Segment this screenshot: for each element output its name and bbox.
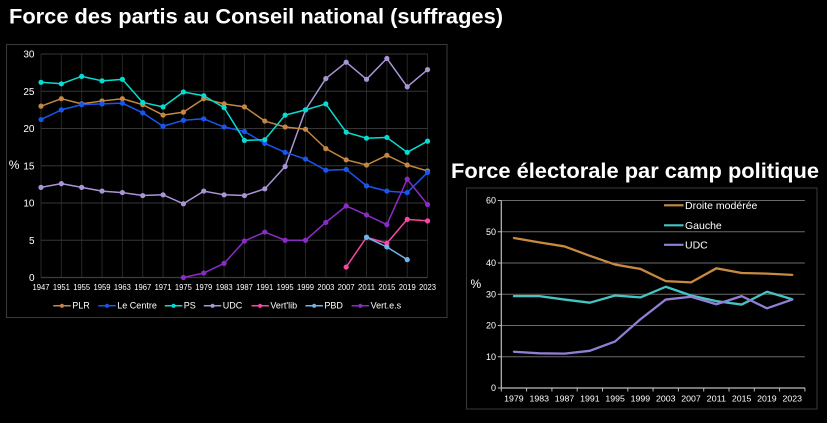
svg-text:2015: 2015: [378, 282, 395, 292]
svg-text:1987: 1987: [555, 394, 575, 404]
svg-text:1951: 1951: [53, 282, 70, 292]
svg-text:2015: 2015: [732, 394, 752, 404]
svg-text:Le Centre: Le Centre: [117, 301, 157, 311]
svg-text:20: 20: [23, 124, 35, 135]
svg-text:1979: 1979: [504, 394, 524, 404]
svg-text:2019: 2019: [757, 394, 777, 404]
svg-text:Force électorale par camp poli: Force électorale par camp politique: [451, 160, 819, 183]
svg-text:2011: 2011: [358, 282, 375, 292]
svg-text:Droite modérée: Droite modérée: [685, 200, 758, 212]
svg-text:%: %: [471, 277, 482, 291]
svg-text:Vert'lib: Vert'lib: [270, 301, 297, 311]
svg-text:2003: 2003: [656, 394, 676, 404]
svg-text:1999: 1999: [631, 394, 651, 404]
svg-text:1979: 1979: [195, 282, 212, 292]
svg-text:1947: 1947: [33, 282, 50, 292]
svg-text:1987: 1987: [236, 282, 253, 292]
svg-text:60: 60: [486, 196, 496, 206]
svg-text:0: 0: [29, 273, 35, 284]
svg-text:Vert.e.s: Vert.e.s: [371, 301, 402, 311]
svg-text:15: 15: [23, 161, 35, 172]
svg-text:30: 30: [486, 289, 496, 299]
svg-text:1963: 1963: [114, 282, 131, 292]
svg-text:Force des partis au Conseil na: Force des partis au Conseil national (su…: [9, 6, 503, 29]
svg-text:1995: 1995: [605, 394, 625, 404]
svg-text:10: 10: [23, 199, 35, 210]
svg-text:Gauche: Gauche: [685, 220, 722, 232]
svg-text:10: 10: [486, 352, 496, 362]
svg-text:PS: PS: [184, 301, 196, 311]
svg-text:1955: 1955: [73, 282, 90, 292]
svg-text:2023: 2023: [419, 282, 436, 292]
svg-text:30: 30: [23, 50, 35, 61]
svg-text:2019: 2019: [399, 282, 416, 292]
svg-text:2023: 2023: [783, 394, 803, 404]
svg-text:%: %: [9, 158, 20, 172]
svg-text:1983: 1983: [530, 394, 550, 404]
svg-text:UDC: UDC: [223, 301, 243, 311]
svg-text:1975: 1975: [175, 282, 192, 292]
svg-text:40: 40: [486, 258, 496, 268]
svg-text:1995: 1995: [277, 282, 294, 292]
svg-text:50: 50: [486, 227, 496, 237]
svg-text:1967: 1967: [134, 282, 151, 292]
svg-text:UDC: UDC: [685, 240, 708, 252]
svg-text:PLR: PLR: [72, 301, 90, 311]
svg-text:2007: 2007: [681, 394, 701, 404]
svg-text:PBD: PBD: [324, 301, 343, 311]
svg-text:1991: 1991: [256, 282, 273, 292]
svg-text:1971: 1971: [155, 282, 172, 292]
svg-text:2007: 2007: [338, 282, 355, 292]
svg-text:1959: 1959: [94, 282, 111, 292]
svg-text:1991: 1991: [580, 394, 600, 404]
svg-text:20: 20: [486, 321, 496, 331]
svg-text:0: 0: [491, 383, 496, 393]
svg-text:25: 25: [23, 87, 35, 98]
svg-text:2011: 2011: [707, 394, 727, 404]
svg-text:2003: 2003: [317, 282, 334, 292]
svg-text:5: 5: [29, 236, 35, 247]
svg-text:1999: 1999: [297, 282, 314, 292]
svg-text:1983: 1983: [216, 282, 233, 292]
